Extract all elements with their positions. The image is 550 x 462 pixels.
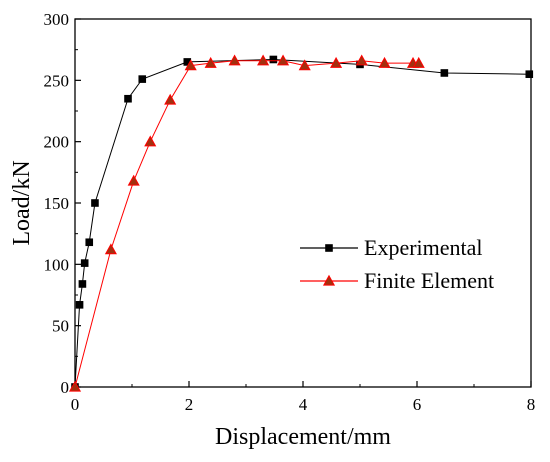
- legend-marker: [322, 274, 336, 286]
- x-tick-label: 2: [185, 395, 194, 414]
- data-point: [127, 174, 140, 186]
- y-axis-title: Load/kN: [9, 160, 35, 245]
- x-tick-label: 0: [71, 395, 80, 414]
- plot-frame: [74, 18, 532, 388]
- data-point: [269, 55, 278, 64]
- data-point: [298, 59, 311, 71]
- data-point: [204, 56, 217, 68]
- series-line: [74, 60, 419, 388]
- tick-labels: 0 2 4 6 8 0 50 100 150 200 250 300: [44, 10, 536, 414]
- data-point: [80, 259, 89, 267]
- data-point: [330, 56, 343, 68]
- x-axis-title: Displacement/mm: [215, 424, 391, 450]
- data-point: [228, 54, 241, 66]
- x-tick-label: 6: [413, 395, 422, 414]
- legend-label: Finite Element: [364, 268, 494, 293]
- y-tick-label: 0: [61, 378, 70, 397]
- data-point: [144, 135, 157, 147]
- legend-label: Experimental: [364, 235, 483, 260]
- tick-marks: [74, 18, 532, 388]
- series-layer: [68, 54, 534, 392]
- data-point: [277, 54, 290, 66]
- data-point: [164, 93, 177, 105]
- legend-entry: Experimental: [300, 235, 483, 260]
- series-experimental: [71, 55, 534, 391]
- y-tick-label: 250: [44, 71, 70, 90]
- data-point: [525, 70, 534, 78]
- data-point: [355, 54, 368, 66]
- y-tick-label: 100: [44, 255, 70, 274]
- x-tick-label: 4: [299, 395, 308, 414]
- x-tick-label: 8: [527, 395, 536, 414]
- data-point: [78, 280, 87, 288]
- series-finite-element: [68, 54, 425, 392]
- y-tick-label: 50: [52, 317, 69, 336]
- data-point: [91, 199, 99, 207]
- data-point: [68, 380, 82, 392]
- y-tick-label: 150: [44, 194, 70, 213]
- data-point: [104, 243, 117, 255]
- axes: [74, 18, 532, 388]
- data-point: [257, 54, 270, 66]
- legend: Experimental Finite Element: [300, 235, 494, 293]
- legend-entry: Finite Element: [300, 268, 494, 293]
- data-point: [124, 94, 132, 103]
- data-point: [75, 301, 84, 309]
- data-point: [183, 58, 192, 66]
- data-point: [85, 238, 94, 247]
- data-point: [184, 59, 197, 71]
- data-point: [412, 56, 425, 68]
- data-point: [440, 69, 449, 77]
- data-point: [138, 75, 147, 83]
- data-point: [378, 56, 391, 68]
- y-tick-label: 300: [44, 10, 70, 29]
- y-tick-label: 200: [44, 133, 70, 152]
- series-line: [74, 58, 530, 388]
- legend-marker: [325, 244, 333, 252]
